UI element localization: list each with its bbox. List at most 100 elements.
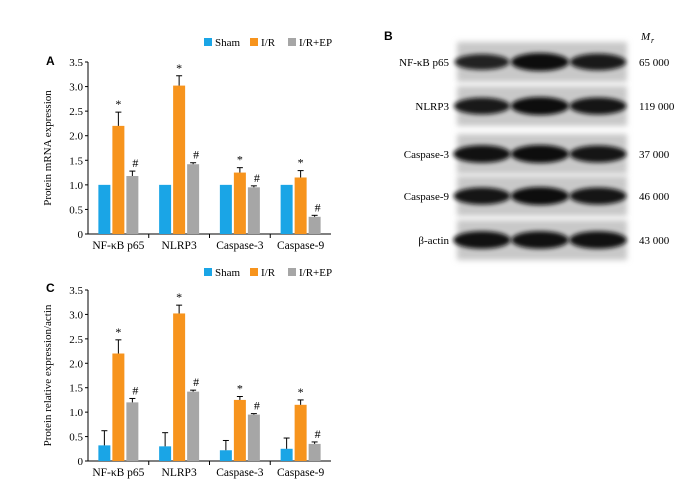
x-category-label: NLRP3 <box>162 467 197 479</box>
blot-band <box>511 53 569 71</box>
y-tick-label: 3.0 <box>69 309 83 321</box>
significance-mark: # <box>132 156 138 170</box>
legend-entry: I/R <box>261 267 276 279</box>
significance-mark: * <box>237 382 243 396</box>
bar <box>159 184 172 234</box>
x-category-label: NLRP3 <box>162 240 197 252</box>
chart-panel-a: A Sham I/R I/R+EP 0 0.5 1.0 1.5 2.0 2.5 3.0 3.5 Prot… <box>42 37 332 252</box>
bar <box>187 164 200 234</box>
legend-swatch <box>204 268 212 276</box>
blot-band <box>453 231 511 249</box>
significance-mark: # <box>315 200 321 214</box>
significance-mark: * <box>237 153 243 167</box>
y-tick-label: 0 <box>78 456 84 468</box>
legend-entry: I/R+EP <box>299 267 332 279</box>
panel-letter: A <box>46 54 55 68</box>
bar <box>294 404 307 461</box>
blot-band <box>569 231 627 249</box>
bar <box>173 313 186 461</box>
bar <box>219 450 232 461</box>
x-category-label: Caspase-9 <box>277 467 325 479</box>
blot-band <box>569 53 627 71</box>
bar <box>159 446 172 461</box>
x-category-label: NF-κB p65 <box>92 240 144 252</box>
significance-mark: # <box>254 171 260 185</box>
legend-swatch <box>250 268 258 276</box>
bar <box>233 172 246 234</box>
bar <box>219 184 232 234</box>
bar <box>308 216 321 234</box>
blot-band <box>453 97 511 115</box>
panel-letter: C <box>46 281 55 295</box>
significance-mark: # <box>193 375 199 389</box>
legend-swatch <box>204 38 212 46</box>
bar <box>112 125 125 234</box>
blot-band <box>454 54 510 70</box>
blot-mr-value: 119 000 <box>639 101 675 113</box>
legend: Sham I/R I/R+EP <box>204 37 332 49</box>
significance-mark: # <box>132 383 138 397</box>
bar <box>308 443 321 461</box>
legend-swatch <box>288 38 296 46</box>
y-tick-label: 0.5 <box>69 204 83 216</box>
blot-protein-label: β-actin <box>418 235 449 247</box>
bar <box>247 414 260 461</box>
blot-protein-label: Caspase-9 <box>404 191 450 203</box>
blot-mr-value: 46 000 <box>639 191 670 203</box>
y-tick-label: 1.0 <box>69 180 83 192</box>
legend-swatch <box>250 38 258 46</box>
significance-mark: * <box>298 385 304 399</box>
legend: Sham I/R I/R+EP <box>204 267 332 279</box>
significance-mark: * <box>176 61 182 75</box>
y-tick-label: 0 <box>78 229 84 241</box>
bar <box>112 353 125 461</box>
blot-band <box>453 187 511 205</box>
y-tick-label: 2.5 <box>69 106 83 118</box>
y-tick-label: 2.5 <box>69 334 83 346</box>
bar <box>98 445 111 461</box>
bar <box>280 184 293 234</box>
mr-subscript: r <box>651 36 655 45</box>
legend-swatch <box>288 268 296 276</box>
blot-band <box>511 145 569 163</box>
significance-mark: * <box>115 325 121 339</box>
y-tick-label: 1.5 <box>69 383 83 395</box>
bar <box>173 85 186 235</box>
blot-band <box>453 145 511 163</box>
significance-mark: # <box>254 399 260 413</box>
legend-entry: I/R <box>261 37 276 49</box>
x-category-label: Caspase-3 <box>216 467 264 479</box>
blot-protein-label: Caspase-3 <box>404 149 450 161</box>
y-axis-label: Protein mRNA expression <box>42 90 54 206</box>
significance-mark: * <box>176 290 182 304</box>
bar <box>233 399 246 461</box>
blot-mr-value: 43 000 <box>639 235 670 247</box>
blot-band <box>511 97 569 115</box>
bar <box>187 391 200 461</box>
y-tick-label: 1.5 <box>69 155 83 167</box>
y-tick-label: 3.5 <box>69 57 83 69</box>
legend-entry: Sham <box>215 37 241 49</box>
x-category-label: Caspase-9 <box>277 240 325 252</box>
y-tick-label: 3.5 <box>69 285 83 297</box>
panel-letter: B <box>384 29 393 43</box>
blot-protein-label: NF-κB p65 <box>399 57 449 69</box>
y-tick-label: 0.5 <box>69 432 83 444</box>
y-axis-label: Protein relative expression/actin <box>42 304 54 446</box>
bar <box>294 177 307 234</box>
y-tick-label: 2.0 <box>69 131 83 143</box>
significance-mark: * <box>115 97 121 111</box>
blot-band <box>569 97 627 115</box>
bar <box>98 184 111 234</box>
blot-mr-value: 65 000 <box>639 57 670 69</box>
chart-panel-c: C Sham I/R I/R+EP 0 0.5 1.0 1.5 2.0 2.5 3.0 3.5 Prot… <box>42 267 332 479</box>
y-tick-label: 3.0 <box>69 82 83 94</box>
blot-band <box>511 231 569 249</box>
mr-header: M <box>640 31 651 43</box>
x-category-label: NF-κB p65 <box>92 467 144 479</box>
blot-mr-value: 37 000 <box>639 149 670 161</box>
bar <box>126 176 139 234</box>
blot-protein-label: NLRP3 <box>415 101 449 113</box>
blot-band <box>569 145 627 163</box>
